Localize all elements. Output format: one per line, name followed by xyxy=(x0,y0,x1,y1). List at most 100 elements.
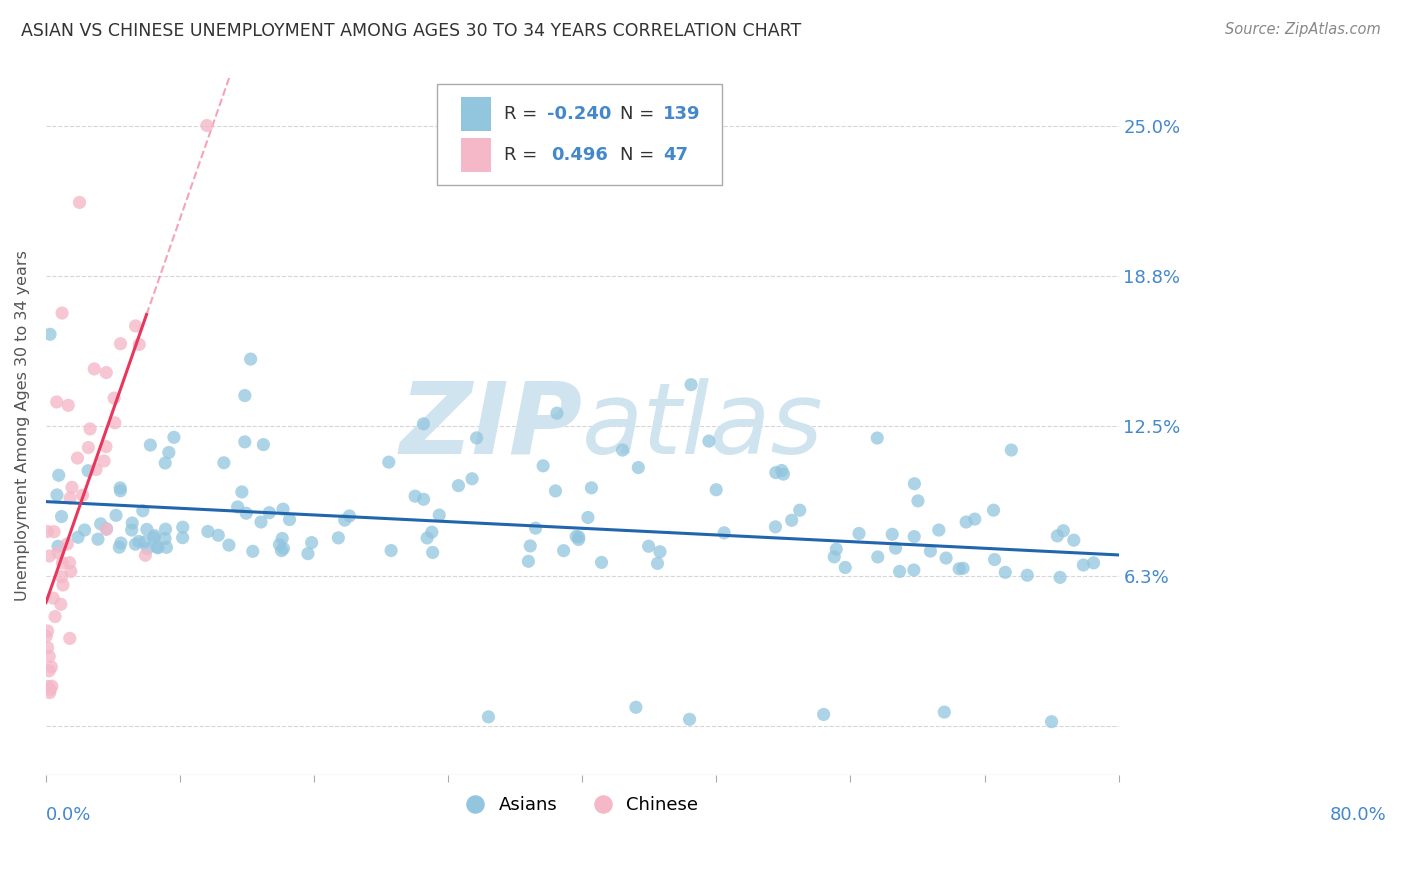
Point xyxy=(37,640,59,655)
Point xyxy=(59,632,82,646)
Point xyxy=(1083,556,1105,570)
Point xyxy=(627,460,650,475)
Point xyxy=(884,541,907,556)
Point xyxy=(882,527,904,541)
Point xyxy=(271,502,294,516)
Text: 0.0%: 0.0% xyxy=(46,806,91,824)
Point xyxy=(271,532,294,546)
Point xyxy=(46,488,69,502)
Point xyxy=(212,456,235,470)
Point xyxy=(461,472,484,486)
Point xyxy=(477,710,499,724)
Point xyxy=(278,512,301,526)
Text: N =: N = xyxy=(620,105,659,123)
Point xyxy=(37,624,59,638)
Point xyxy=(163,430,186,444)
Text: ZIP: ZIP xyxy=(399,377,582,475)
Point xyxy=(678,712,700,726)
Point xyxy=(142,531,165,545)
Point xyxy=(412,492,434,507)
Point xyxy=(45,395,67,409)
Point xyxy=(269,538,291,552)
Point xyxy=(136,541,159,556)
Point xyxy=(328,531,350,545)
Point xyxy=(44,609,66,624)
Point xyxy=(447,478,470,492)
Point xyxy=(46,539,69,553)
Point xyxy=(134,534,156,549)
Point xyxy=(983,552,1005,566)
Point xyxy=(172,531,194,545)
Point xyxy=(139,438,162,452)
Point xyxy=(416,531,439,545)
Point xyxy=(104,416,127,430)
Point xyxy=(124,537,146,551)
Point xyxy=(38,664,60,678)
Point xyxy=(612,443,634,458)
Point xyxy=(704,483,727,497)
Point xyxy=(935,551,957,566)
Point xyxy=(250,515,273,529)
Point xyxy=(93,454,115,468)
Point xyxy=(1049,570,1071,584)
Point xyxy=(955,515,977,529)
Point xyxy=(420,525,443,540)
Point xyxy=(339,508,361,523)
Point xyxy=(96,366,118,380)
Point xyxy=(42,591,65,606)
Point xyxy=(866,549,889,564)
Point xyxy=(226,500,249,514)
Point xyxy=(121,523,143,537)
Point xyxy=(66,451,89,466)
Point xyxy=(110,483,132,498)
Text: 0.496: 0.496 xyxy=(551,146,607,164)
Point xyxy=(132,504,155,518)
Point xyxy=(963,512,986,526)
Y-axis label: Unemployment Among Ages 30 to 34 years: Unemployment Among Ages 30 to 34 years xyxy=(15,251,30,601)
Point xyxy=(889,565,911,579)
Point xyxy=(948,562,970,576)
Point xyxy=(60,480,83,494)
Point xyxy=(903,563,925,577)
Point xyxy=(848,526,870,541)
Point xyxy=(128,534,150,549)
Point xyxy=(134,549,156,563)
Point xyxy=(51,509,73,524)
Point xyxy=(103,391,125,405)
Point xyxy=(87,533,110,547)
Point xyxy=(49,597,72,611)
Point xyxy=(146,541,169,555)
Point xyxy=(591,555,613,569)
Point xyxy=(239,352,262,367)
FancyBboxPatch shape xyxy=(461,97,491,130)
Text: atlas: atlas xyxy=(582,377,824,475)
Point xyxy=(765,466,787,480)
Point xyxy=(553,543,575,558)
Point xyxy=(37,680,59,694)
Point xyxy=(780,513,803,527)
Point xyxy=(624,700,647,714)
Point xyxy=(233,434,256,449)
Point xyxy=(37,524,59,539)
Point xyxy=(1000,443,1022,458)
Point xyxy=(568,533,591,547)
Point xyxy=(297,547,319,561)
Point xyxy=(378,455,401,469)
Point xyxy=(907,494,929,508)
Text: R =: R = xyxy=(503,105,543,123)
Point xyxy=(994,566,1017,580)
Point xyxy=(934,705,956,719)
Point xyxy=(108,540,131,554)
Point xyxy=(681,377,703,392)
Point xyxy=(544,483,567,498)
Legend: Asians, Chinese: Asians, Chinese xyxy=(460,789,706,822)
Point xyxy=(903,530,925,544)
Point xyxy=(647,557,669,571)
Point xyxy=(259,506,281,520)
Point xyxy=(69,195,91,210)
Point xyxy=(105,508,128,523)
Point xyxy=(231,484,253,499)
Point xyxy=(155,522,177,536)
Point xyxy=(252,437,274,451)
Point xyxy=(157,445,180,459)
